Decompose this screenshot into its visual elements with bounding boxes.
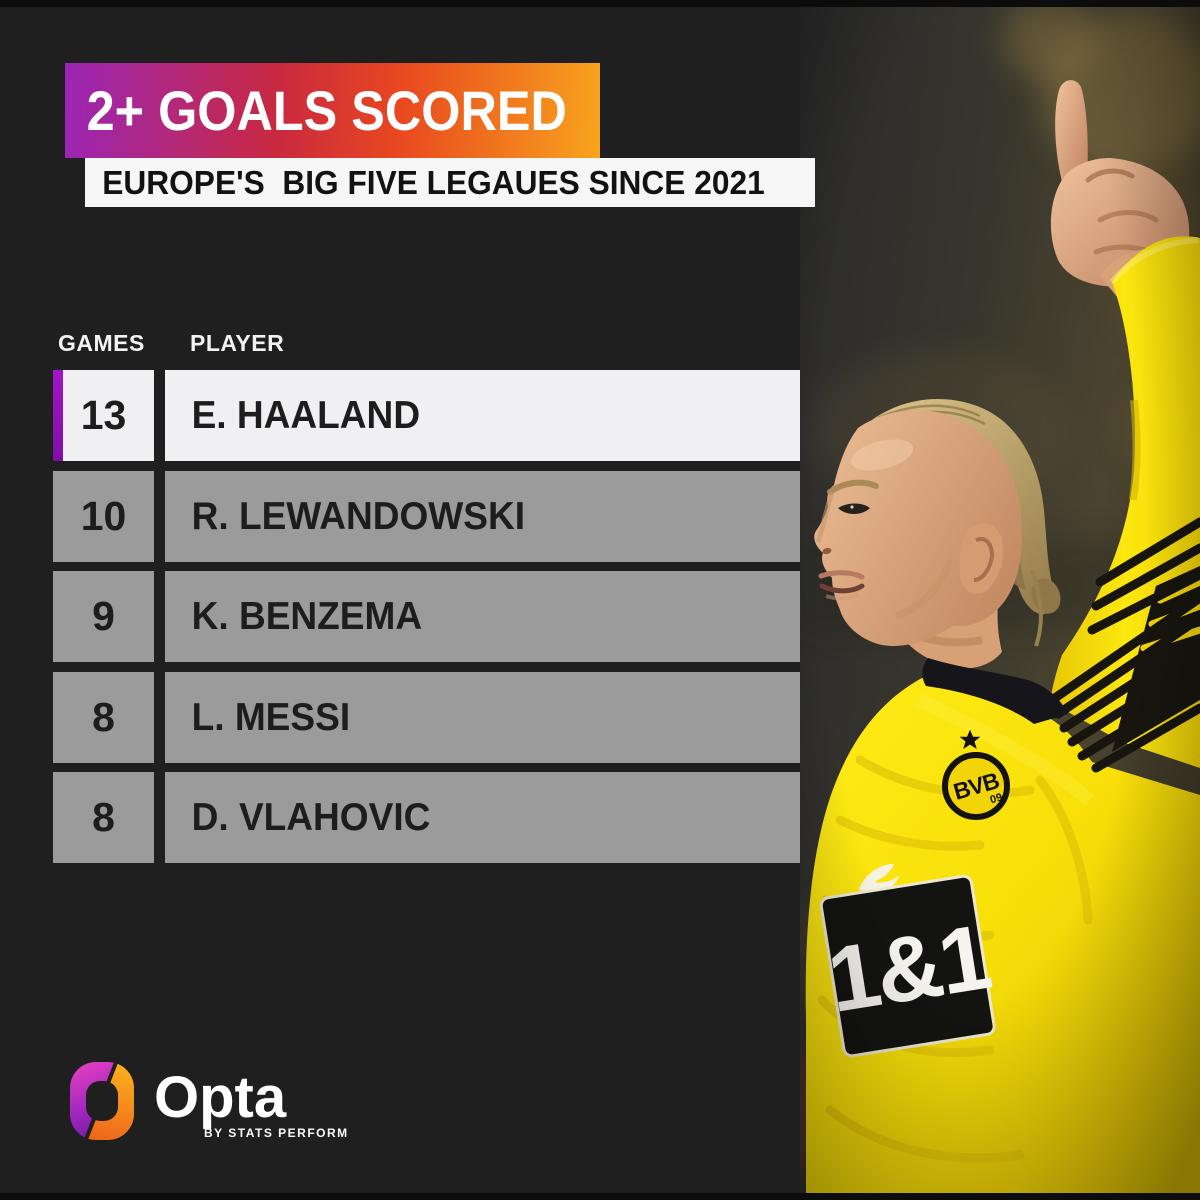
- player-name: K. BENZEMA: [191, 594, 423, 638]
- table-row-messi: 8 L. MESSI: [53, 672, 800, 763]
- player-name: R. LEWANDOWSKI: [191, 494, 526, 538]
- games-value: 9: [92, 593, 115, 639]
- player-cell: R. LEWANDOWSKI: [165, 471, 800, 562]
- page-subtitle: EUROPE'S BIG FIVE LEGAUES SINCE 2021: [102, 164, 765, 201]
- games-cell: 8: [53, 672, 154, 763]
- games-value: 8: [92, 694, 115, 740]
- haaland-illustration: BVB 09 1&1: [800, 0, 1200, 1200]
- page-title: 2+ GOALS SCORED: [86, 79, 567, 142]
- games-value: 13: [80, 392, 127, 438]
- opta-logo-icon: [70, 1062, 134, 1140]
- table-row-haaland: 13 E. HAALAND: [53, 370, 800, 461]
- player-cell: D. VLAHOVIC: [165, 772, 800, 863]
- opta-wordmark: Opta: [154, 1065, 287, 1130]
- column-header-player: PLAYER: [190, 330, 285, 356]
- player-name: L. MESSI: [191, 695, 351, 739]
- player-name: D. VLAHOVIC: [191, 795, 431, 839]
- column-header-games: GAMES: [58, 330, 145, 356]
- bottom-border-bar: [0, 1193, 1200, 1200]
- games-cell: 8: [53, 772, 154, 863]
- player-name: E. HAALAND: [191, 393, 421, 437]
- games-cell: 10: [53, 471, 154, 562]
- games-cell: 9: [53, 571, 154, 662]
- games-value: 8: [92, 794, 115, 840]
- subtitle-strip: EUROPE'S BIG FIVE LEGAUES SINCE 2021: [85, 158, 815, 207]
- table-row-lewandowski: 10 R. LEWANDOWSKI: [53, 471, 800, 562]
- title-banner: 2+ GOALS SCORED: [65, 63, 600, 158]
- player-cell: K. BENZEMA: [165, 571, 800, 662]
- player-photo: BVB 09 1&1: [800, 0, 1200, 1200]
- stats-perform-byline: BY STATS PERFORM: [204, 1126, 349, 1140]
- table-row-benzema: 9 K. BENZEMA: [53, 571, 800, 662]
- photo-vignette: [800, 0, 1200, 1200]
- player-cell: L. MESSI: [165, 672, 800, 763]
- player-cell: E. HAALAND: [165, 370, 800, 461]
- top-border-bar: [0, 0, 1200, 7]
- highlight-accent-bar: [53, 370, 63, 461]
- games-cell: 13: [53, 370, 154, 461]
- table-row-vlahovic: 8 D. VLAHOVIC: [53, 772, 800, 863]
- games-value: 10: [80, 493, 127, 539]
